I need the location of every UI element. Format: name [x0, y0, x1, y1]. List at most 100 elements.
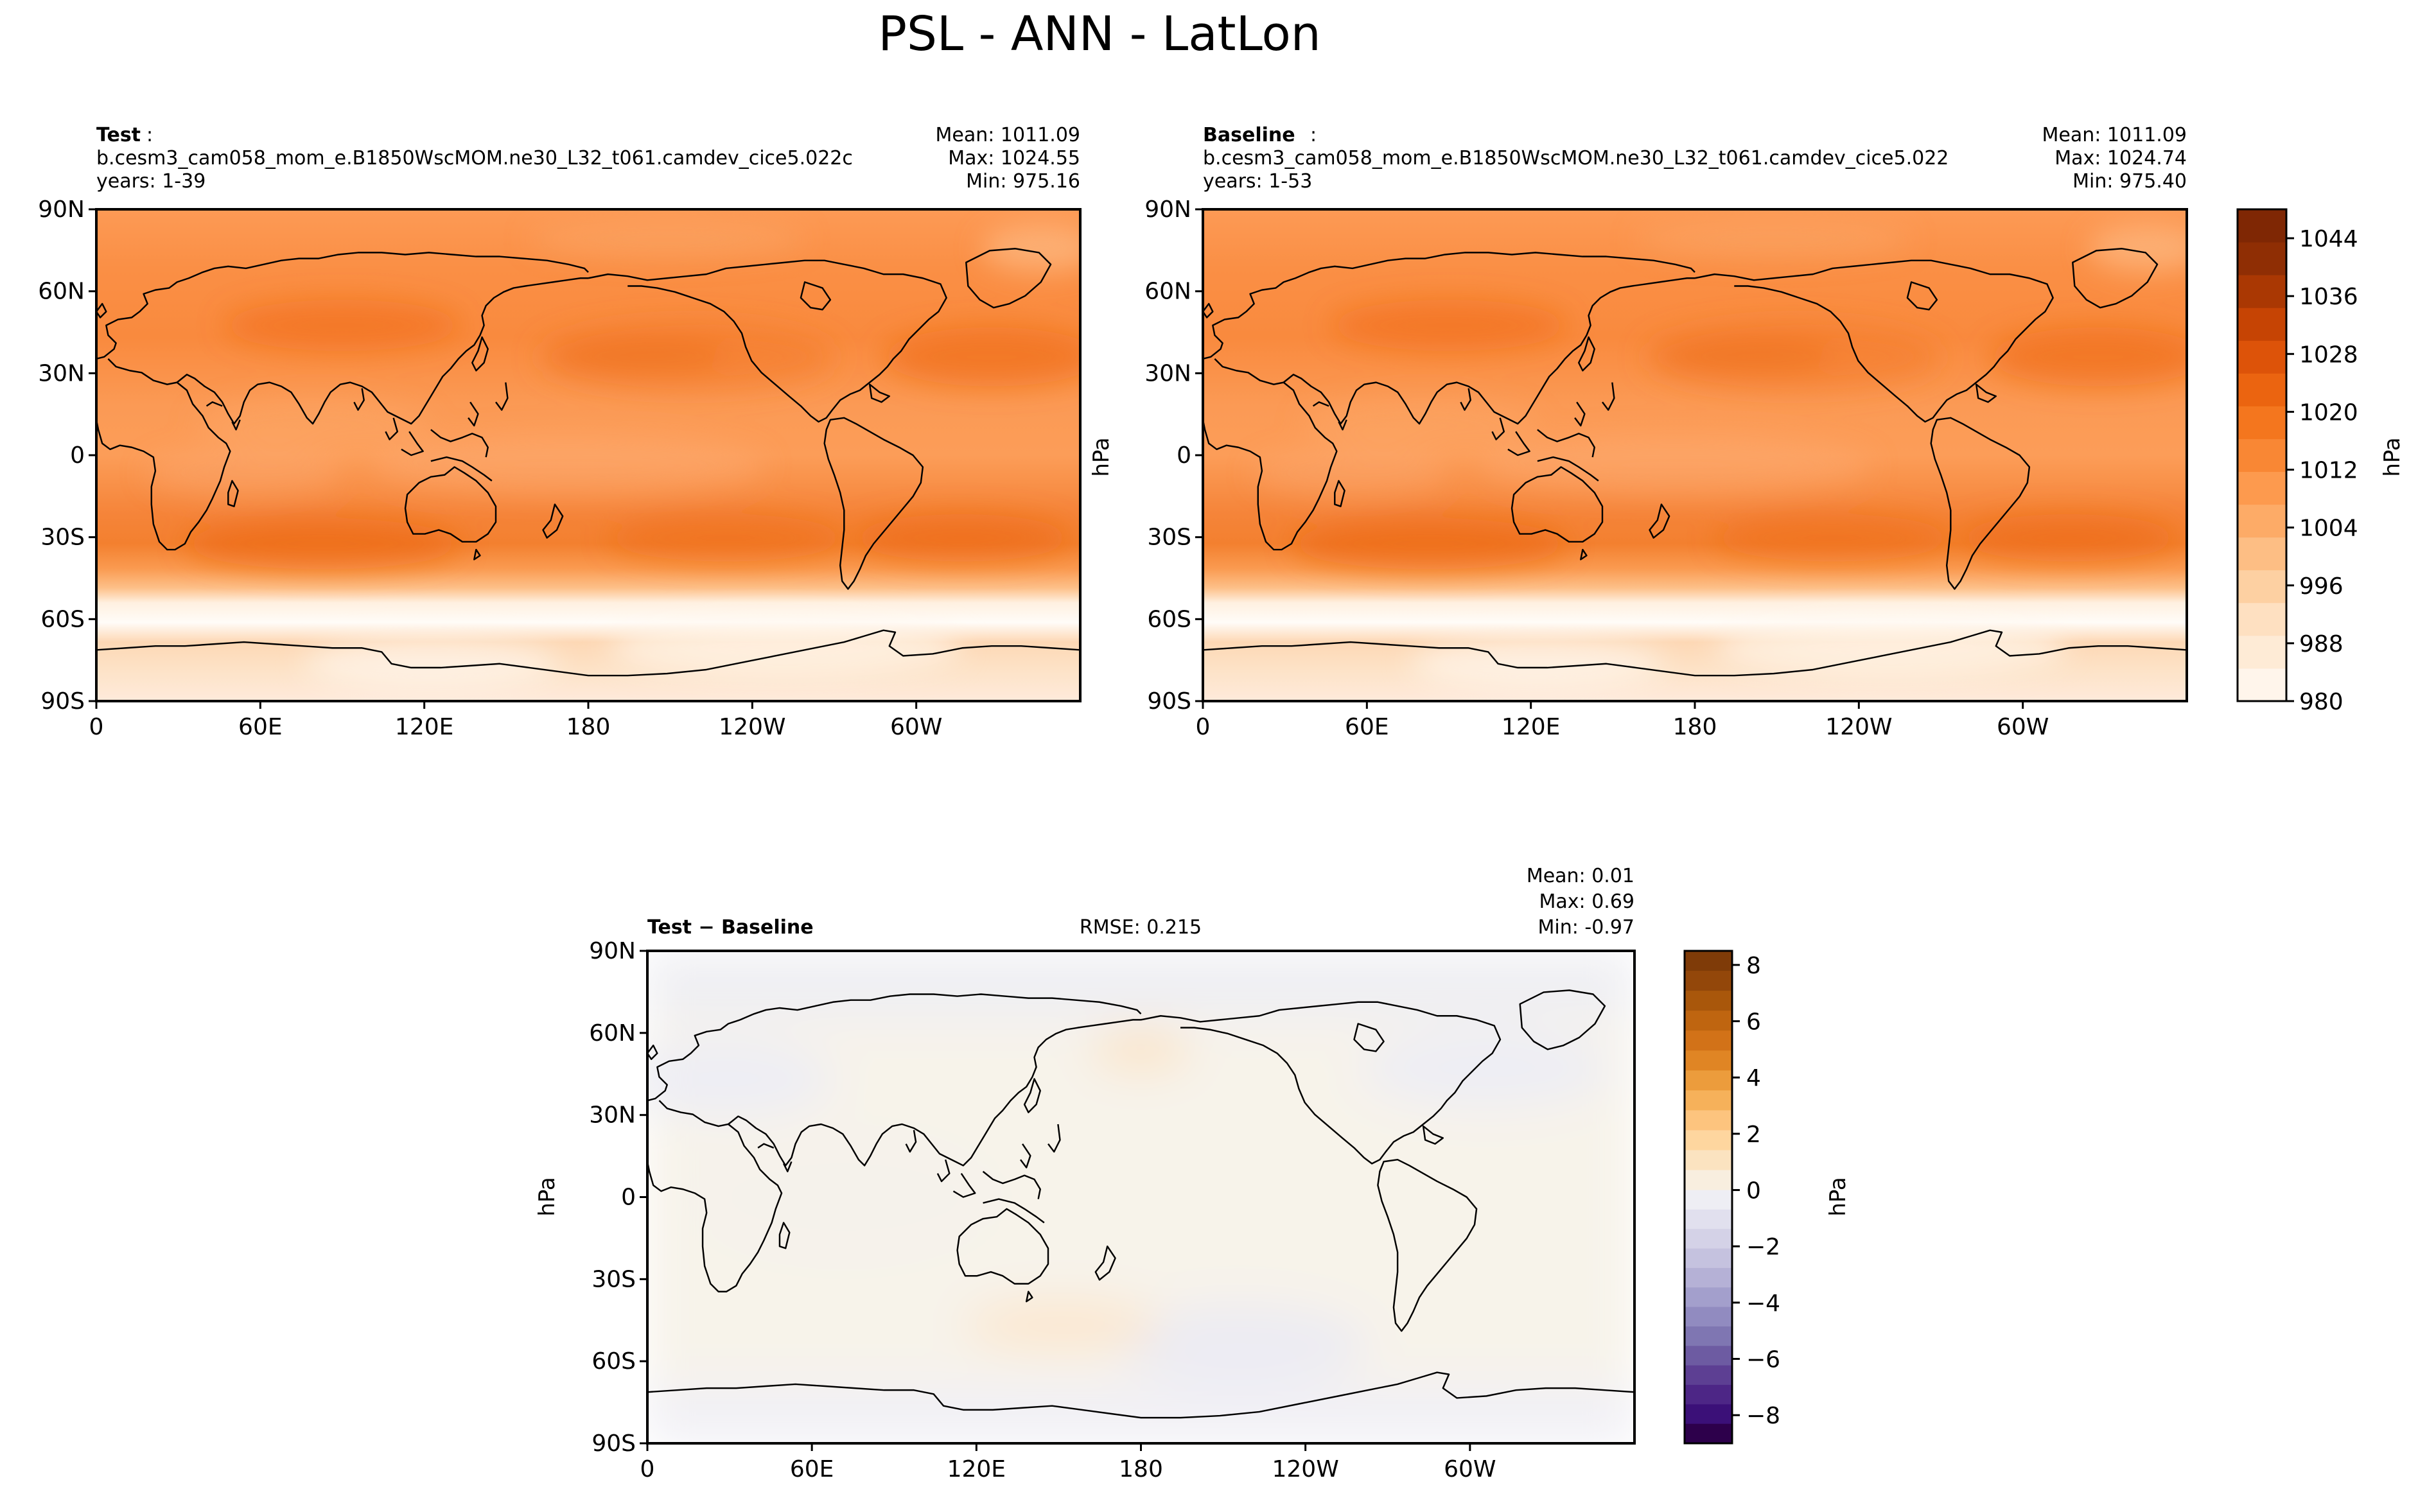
- diff-lat-tick-label: 30N: [589, 1102, 636, 1129]
- diff-lon-tick-label: 180: [1119, 1456, 1163, 1482]
- test-map: [96, 209, 1080, 701]
- baseline-lat-tick-label: 90S: [1147, 688, 1191, 715]
- colorbar-diff-band: [1685, 1070, 1732, 1091]
- test-lon-tick-label: 120W: [719, 714, 785, 740]
- colorbar-main: 980 988 996 1004 1012 1020 1028 1036 1044 hPa: [2236, 208, 2405, 715]
- baseline-lon-tick-label: 60E: [1345, 714, 1389, 740]
- diff-panel-mean: Mean: 0.01: [1527, 865, 1634, 887]
- colorbar-main-band: [2238, 602, 2286, 636]
- colorbar-main-band: [2238, 569, 2286, 604]
- colorbar-main-band: [2238, 471, 2286, 505]
- figure-title: PSL - ANN - LatLon: [878, 6, 1320, 62]
- diff-lat-tick-label: 0: [621, 1185, 636, 1211]
- baseline-panel-label: Baseline: [1203, 124, 1295, 146]
- test-lon-tick-label: 60E: [238, 714, 283, 740]
- diff-lat-tick-label: 30S: [591, 1266, 636, 1292]
- test-panel-min: Min: 975.16: [966, 170, 1080, 193]
- diff-lon-tick-label: 60W: [1444, 1456, 1496, 1482]
- colorbar-diff-band: [1685, 1130, 1732, 1151]
- diff-lat-tick-label: 90S: [591, 1430, 636, 1457]
- colorbar-diff-band: [1685, 1209, 1732, 1230]
- colorbar-diff-tick-label: 4: [1746, 1065, 1761, 1091]
- colorbar-diff-band: [1685, 1229, 1732, 1249]
- baseline-lat-tick-label: 60S: [1147, 606, 1191, 632]
- colorbar-main-band: [2238, 275, 2286, 308]
- colorbar-main-band: [2238, 439, 2286, 473]
- colorbar-diff-tick-label: 2: [1746, 1122, 1761, 1148]
- colorbar-diff-tick-label: −4: [1746, 1290, 1780, 1317]
- test-lon-tick-label: 180: [566, 714, 611, 740]
- diff-lon-tick-label: 60E: [790, 1456, 834, 1482]
- colorbar-main-band: [2238, 209, 2286, 243]
- baseline-lon-tick-label: 0: [1196, 714, 1211, 740]
- colorbar-main-band: [2238, 340, 2286, 374]
- colorbar-diff-band: [1685, 971, 1732, 991]
- colorbar-main-tick-label: 980: [2299, 689, 2344, 715]
- test-lon-tick-label: 60W: [890, 714, 942, 740]
- colorbar-diff-band: [1685, 1326, 1732, 1346]
- baseline-panel-case: b.cesm3_cam058_mom_e.B1850WscMOM.ne30_L3…: [1203, 147, 1949, 169]
- colorbar-diff-band: [1685, 1384, 1732, 1405]
- colorbar-diff-tick-label: 0: [1746, 1178, 1761, 1204]
- colorbar-diff-band: [1685, 1346, 1732, 1366]
- colorbar-main-band: [2238, 308, 2286, 341]
- colorbar-diff: 8 6 4 2 0 −2 −4 −6 −8 hPa: [1683, 950, 1851, 1445]
- colorbar-main-tick-label: 1004: [2299, 516, 2358, 542]
- baseline-panel-years: years: 1-53: [1203, 170, 1312, 193]
- colorbar-diff-band: [1685, 1287, 1732, 1308]
- test-lon-tick-label: 0: [89, 714, 104, 740]
- baseline-lat-tick-label: 0: [1177, 442, 1191, 469]
- diff-lon-tick-label: 120E: [947, 1456, 1006, 1482]
- test-lat-tick-label: 90N: [38, 196, 85, 223]
- colorbar-diff-band: [1685, 991, 1732, 1011]
- diff-lat-tick-label: 60S: [591, 1348, 636, 1375]
- colorbar-main-band: [2238, 537, 2286, 571]
- diff-lat-tick-label: 90N: [589, 938, 636, 964]
- baseline-lon-tick-label: 180: [1673, 714, 1717, 740]
- baseline-lon-tick-label: 120E: [1502, 714, 1560, 740]
- colorbar-main-tick-label: 996: [2299, 573, 2344, 600]
- diff-panel-max: Max: 0.69: [1539, 891, 1634, 913]
- colorbar-main-tick-label: 1044: [2299, 226, 2358, 252]
- diff-lon-tick-label: 120W: [1272, 1456, 1339, 1482]
- colorbar-diff-tick-label: 6: [1746, 1009, 1761, 1036]
- colorbar-diff-band: [1685, 1248, 1732, 1269]
- test-panel: Test : b.cesm3_cam058_mom_e.B1850WscMOM.…: [38, 124, 1082, 740]
- baseline-lat-tick-label: 30S: [1147, 525, 1191, 551]
- baseline-lon-tick-label: 120W: [1825, 714, 1892, 740]
- colorbar-diff-tick-label: −6: [1746, 1347, 1780, 1373]
- baseline-panel-mean: Mean: 1011.09: [2042, 124, 2187, 146]
- colorbar-main-tick-label: 1036: [2299, 284, 2358, 310]
- colorbar-diff-band: [1685, 951, 1732, 971]
- test-lat-tick-label: 90S: [40, 688, 85, 715]
- colorbar-main-tick-label: 1028: [2299, 342, 2358, 368]
- baseline-panel: Baseline : b.cesm3_cam058_mom_e.B1850Wsc…: [1089, 124, 2188, 740]
- colorbar-main-tick-label: 1020: [2299, 399, 2358, 426]
- colorbar-diff-band: [1685, 1170, 1732, 1191]
- baseline-panel-ylabel: hPa: [1089, 437, 1114, 476]
- colorbar-diff-band: [1685, 1050, 1732, 1071]
- colorbar-main-band: [2238, 406, 2286, 439]
- baseline-panel-max: Max: 1024.74: [2055, 147, 2187, 169]
- diff-map: [647, 951, 1634, 1443]
- baseline-lat-tick-label: 90N: [1144, 196, 1191, 223]
- colorbar-diff-band: [1685, 1190, 1732, 1210]
- test-lon-tick-label: 120E: [395, 714, 453, 740]
- baseline-map: [1203, 209, 2187, 701]
- diff-lat-tick-label: 60N: [589, 1020, 636, 1047]
- diff-panel-rmse: RMSE: 0.215: [1080, 916, 1202, 939]
- colorbar-diff-tick-label: −2: [1746, 1234, 1780, 1260]
- test-lat-tick-label: 30S: [40, 525, 85, 551]
- test-lat-tick-label: 0: [70, 442, 85, 469]
- colorbar-diff-tick-label: −8: [1746, 1403, 1780, 1429]
- baseline-lon-tick-label: 60W: [1997, 714, 2049, 740]
- colorbar-main-label: hPa: [2379, 437, 2405, 476]
- test-panel-years: years: 1-39: [96, 170, 206, 193]
- colorbar-diff-band: [1685, 1307, 1732, 1327]
- colorbar-diff-tick-label: 8: [1746, 953, 1761, 979]
- test-panel-mean: Mean: 1011.09: [936, 124, 1080, 146]
- colorbar-diff-band: [1685, 1423, 1732, 1444]
